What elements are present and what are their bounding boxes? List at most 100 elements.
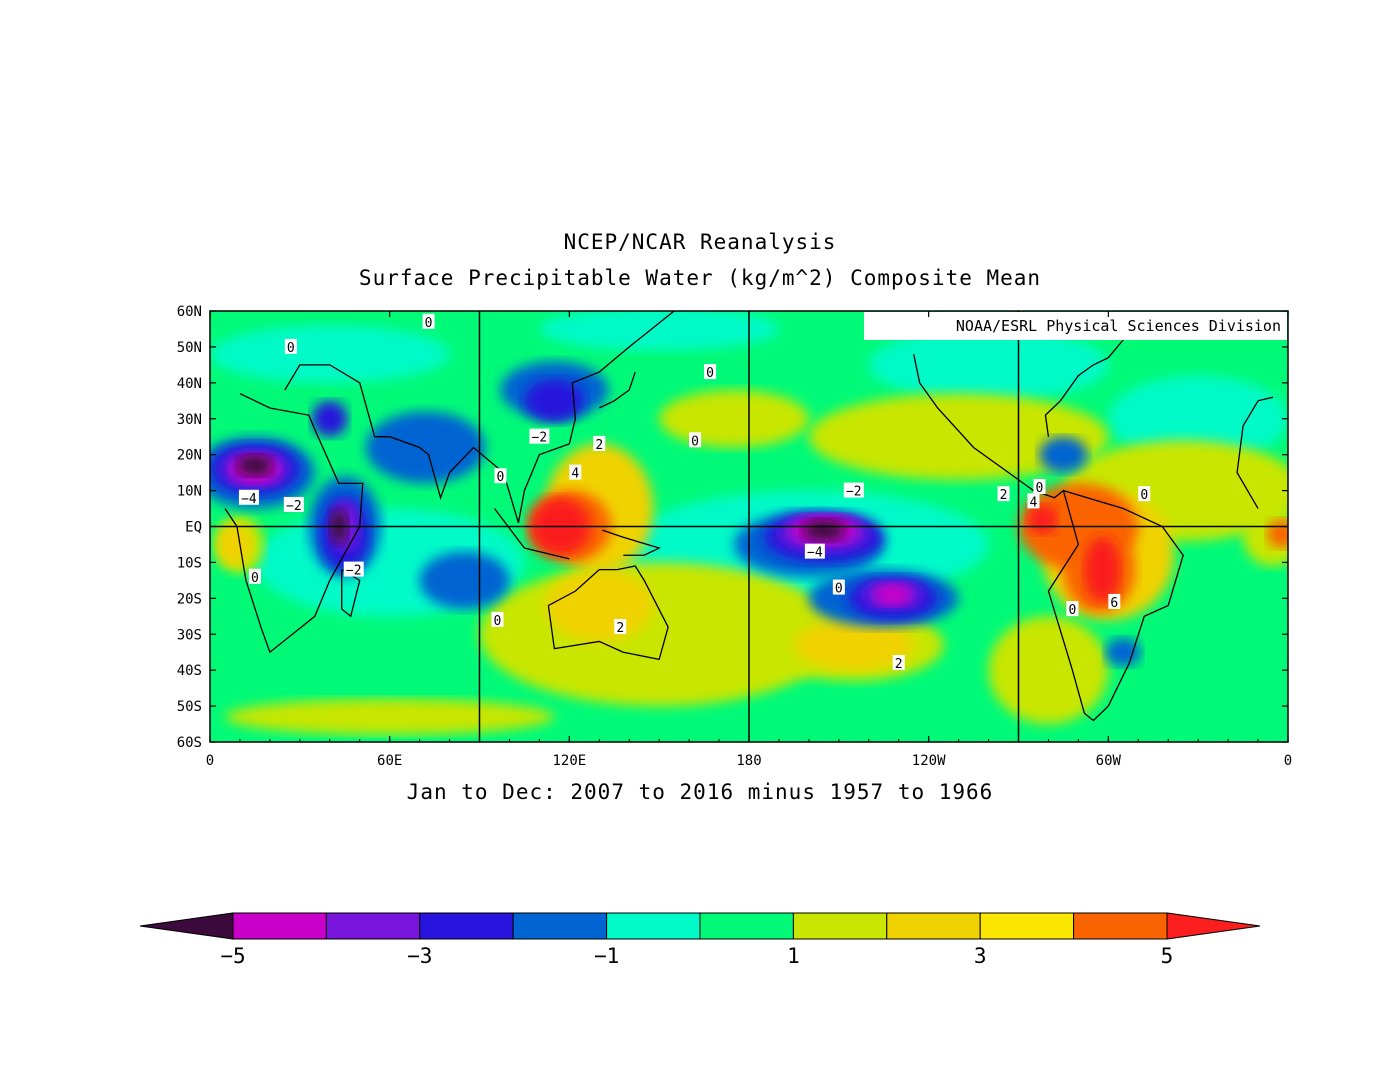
contour-label-box — [704, 364, 717, 380]
lat-label: 50N — [177, 340, 202, 356]
credit-text: NOAA/ESRL Physical Sciences Division — [956, 317, 1281, 335]
anomaly-region — [539, 311, 779, 351]
colorbar-bin — [419, 912, 514, 940]
contour-label: 0 — [835, 582, 843, 597]
contour-label: 2 — [1000, 488, 1008, 503]
anomaly-region — [236, 454, 273, 477]
colorbar-label: −3 — [407, 944, 432, 968]
anomaly-region — [1084, 537, 1121, 602]
colorbar-max-arrow — [1166, 912, 1261, 940]
anomaly-region — [224, 698, 555, 735]
contour-label: 0 — [494, 614, 502, 629]
anomaly-region — [659, 390, 809, 448]
longitude-axis: 0 60E 120E 180 120W 60W 0 — [206, 311, 1292, 769]
coastline — [284, 311, 675, 524]
colorbar-bin — [792, 912, 888, 940]
anomaly-region — [808, 393, 1109, 480]
credit-box — [864, 312, 1287, 340]
anomaly-region — [365, 411, 486, 484]
lon-label: 180 — [736, 753, 761, 769]
coastline — [913, 353, 1184, 722]
lat-label: 50S — [177, 699, 202, 715]
contour-label: 0 — [1140, 488, 1148, 503]
contour-label-box — [689, 432, 702, 448]
contour-label-box — [494, 468, 507, 484]
contour-label: 6 — [1110, 596, 1118, 611]
anomaly-region — [988, 616, 1109, 725]
anomaly-region — [524, 379, 585, 423]
colorbar-bin — [232, 912, 327, 940]
anomaly-region — [793, 619, 914, 671]
anomaly-region — [1267, 519, 1288, 549]
latitude-axis: 60N 50N 40N 30N 20N 10N EQ 10S 20S 30S 40S 50S 60S — [177, 304, 1288, 751]
coastline — [493, 508, 570, 560]
lon-label: 0 — [206, 753, 214, 769]
lat-label: 40N — [177, 376, 202, 392]
coastline — [341, 569, 361, 618]
lat-label: 10S — [177, 555, 202, 571]
contour-label: 0 — [691, 434, 699, 449]
lat-label: 60S — [177, 735, 202, 751]
coastlines — [224, 311, 1274, 722]
contour-label: 2 — [895, 657, 903, 672]
anomaly-region — [1108, 375, 1288, 462]
anomaly-region — [874, 583, 911, 606]
contour-label: −4 — [807, 546, 823, 561]
contour-label: −2 — [286, 499, 302, 514]
colorbar-label: 1 — [787, 944, 800, 968]
lat-label: EQ — [185, 520, 202, 536]
anomaly-region — [545, 569, 654, 642]
contour-label-box — [248, 568, 261, 584]
anomaly-region — [868, 328, 1109, 401]
lon-label: 60W — [1096, 753, 1122, 769]
contour-label-box — [1033, 478, 1046, 494]
colorbar-bin — [979, 912, 1075, 940]
contour-label: 2 — [616, 621, 624, 636]
contour-label-box — [1027, 493, 1040, 509]
colorbar-bin — [606, 912, 701, 940]
contour-label-box — [843, 482, 864, 498]
colorbar-bin — [699, 912, 794, 940]
colorbar-label: −5 — [220, 944, 245, 968]
contour-label-box — [614, 619, 627, 635]
contour-label-box — [997, 486, 1010, 502]
map-area — [210, 311, 1288, 742]
contour-label: 0 — [425, 316, 433, 331]
coastline — [224, 393, 364, 654]
contour-label: 4 — [571, 467, 579, 482]
lat-label: 30N — [177, 412, 202, 428]
anomaly-region — [311, 400, 348, 437]
colorbar-bin — [886, 912, 981, 940]
contour-label: 0 — [287, 341, 295, 356]
gridlines — [210, 311, 1288, 742]
contour-label-box — [1138, 486, 1151, 502]
contour-label: 0 — [1068, 603, 1076, 618]
contour-label-box — [1108, 593, 1121, 609]
contour-label: 2 — [595, 438, 603, 453]
contour-label-box — [1066, 601, 1079, 617]
coastline — [598, 371, 636, 409]
lat-label: 20S — [177, 591, 202, 607]
coastline — [547, 565, 669, 661]
lon-label: 60E — [377, 753, 402, 769]
anomaly-region — [210, 325, 450, 383]
chart-subtitle: Surface Precipitable Water (kg/m^2) Comp… — [358, 266, 1042, 290]
lat-label: 30S — [177, 627, 202, 643]
contour-label: 4 — [1030, 495, 1038, 510]
colorbar-min-arrow — [139, 912, 234, 940]
colorbar: −5 −3 −1 1 3 5 — [139, 912, 1261, 968]
lat-label: 60N — [177, 304, 202, 320]
contour-label: 0 — [1036, 481, 1044, 496]
contour-label-box — [283, 496, 304, 512]
colorbar-bin — [1073, 912, 1168, 940]
anomaly-region — [419, 551, 510, 610]
coastline — [1044, 339, 1124, 437]
lat-label: 20N — [177, 448, 202, 464]
contour-label-box — [238, 489, 259, 505]
lat-label: 10N — [177, 484, 202, 500]
lon-label: 0 — [1284, 753, 1292, 769]
contour-label: −4 — [241, 492, 257, 507]
colorbar-label: 3 — [974, 944, 987, 968]
contour-label: 0 — [251, 571, 259, 586]
